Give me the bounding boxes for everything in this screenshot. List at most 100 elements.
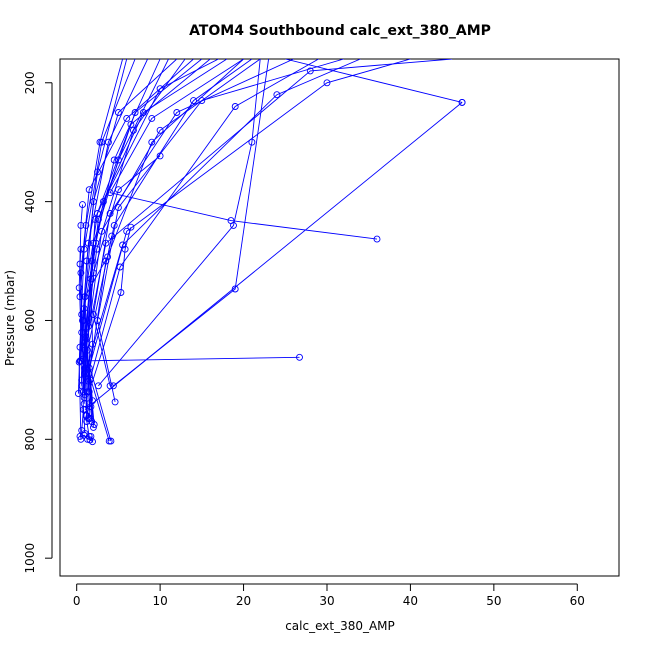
data-point <box>77 221 85 229</box>
x-tick-label: 10 <box>152 594 167 608</box>
data-point <box>248 138 256 146</box>
series-line <box>79 409 88 440</box>
data-point <box>89 239 97 247</box>
data-point <box>84 435 91 443</box>
series-line <box>87 59 253 407</box>
x-tick-label: 40 <box>403 594 418 608</box>
series-12 <box>94 59 344 406</box>
data-point <box>156 85 164 93</box>
y-tick-label: 600 <box>23 309 37 332</box>
series-16 <box>285 59 466 106</box>
data-point <box>105 437 113 445</box>
data-point <box>89 397 96 405</box>
x-tick-label: 0 <box>73 594 81 608</box>
data-point <box>76 293 84 301</box>
series-line <box>88 59 411 401</box>
data-point <box>84 239 92 247</box>
series-30 <box>84 59 253 411</box>
series-line <box>84 102 463 410</box>
data-point <box>131 109 139 116</box>
data-point <box>156 126 164 134</box>
data-point <box>127 223 135 231</box>
data-point <box>79 317 86 324</box>
data-point <box>119 241 127 249</box>
data-point <box>123 227 131 235</box>
data-point <box>231 103 239 110</box>
data-point <box>89 311 97 318</box>
data-point <box>81 370 89 378</box>
data-point <box>296 353 303 361</box>
data-point <box>81 293 89 301</box>
data-point <box>114 156 122 164</box>
plot-frame <box>59 58 620 577</box>
x-axis: 0 10 20 30 40 50 60 <box>73 583 585 608</box>
data-point <box>117 289 125 296</box>
series-line <box>82 59 453 395</box>
series-line <box>285 59 463 103</box>
data-point <box>110 221 118 229</box>
data-point <box>94 382 102 390</box>
data-point <box>81 391 89 399</box>
data-point <box>104 138 112 146</box>
x-tick-label: 50 <box>486 594 501 608</box>
data-point <box>148 114 156 122</box>
data-point <box>109 382 117 390</box>
data-point <box>84 346 91 354</box>
data-point <box>104 253 112 261</box>
series-29 <box>80 59 219 396</box>
series-line <box>89 59 319 425</box>
y-tick-label: 200 <box>23 71 37 94</box>
data-point <box>306 67 314 75</box>
series-line <box>98 59 261 387</box>
series-35 <box>79 59 453 399</box>
series-17 <box>81 98 466 414</box>
data-point <box>114 109 122 116</box>
data-point <box>99 198 107 206</box>
data-point <box>458 98 466 106</box>
x-tick-label: 30 <box>319 594 334 608</box>
y-axis-label: Pressure (mbar) <box>3 270 17 366</box>
data-point <box>75 284 83 292</box>
data-point <box>96 138 104 146</box>
y-axis: 200 400 600 800 1000 <box>23 71 53 574</box>
data-point <box>198 97 206 105</box>
chart-title: ATOM4 Southbound calc_ext_380_AMP <box>189 23 491 39</box>
data-point <box>94 215 102 223</box>
series-34 <box>85 59 411 405</box>
series-line <box>109 59 378 240</box>
series-line <box>85 59 186 413</box>
data-point <box>127 120 135 128</box>
data-point <box>173 109 181 116</box>
data-point <box>93 245 101 253</box>
data-point <box>148 138 156 146</box>
data-point <box>79 201 86 209</box>
series-14 <box>94 59 261 390</box>
series-13 <box>106 59 381 243</box>
data-point <box>231 285 239 293</box>
series-27 <box>79 59 149 402</box>
data-point <box>323 79 331 87</box>
data-point <box>190 97 197 105</box>
data-point <box>80 305 88 313</box>
series-line <box>83 59 219 392</box>
data-point <box>102 239 110 247</box>
data-point <box>76 432 84 440</box>
x-tick-label: 60 <box>570 594 585 608</box>
data-point <box>373 235 381 243</box>
series-line <box>84 59 169 442</box>
data-point <box>77 269 85 277</box>
data-point <box>90 421 98 428</box>
y-tick-label: 1000 <box>23 543 37 574</box>
data-point <box>129 126 137 134</box>
series-layer <box>74 59 466 446</box>
data-point <box>114 204 122 212</box>
series-line <box>79 59 124 386</box>
data-point <box>230 221 237 229</box>
data-point <box>82 221 90 229</box>
data-point <box>79 355 87 363</box>
series-line <box>82 59 149 398</box>
data-point <box>111 398 119 406</box>
series-6 <box>75 59 136 443</box>
data-point <box>85 364 93 372</box>
